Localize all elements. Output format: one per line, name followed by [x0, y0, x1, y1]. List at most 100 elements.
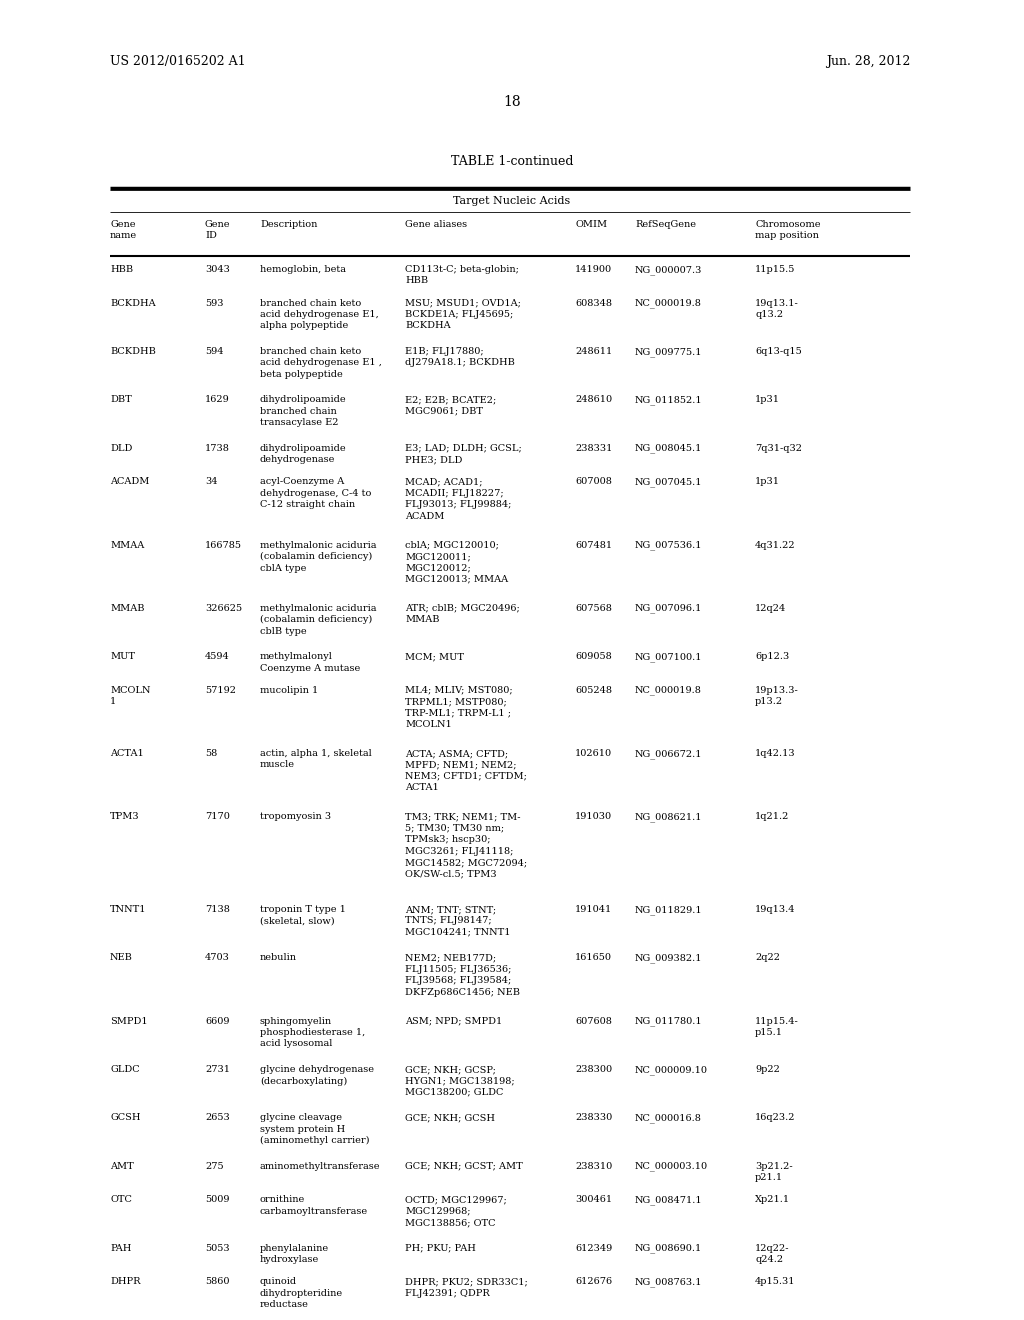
Text: ACTA; ASMA; CFTD;
MPFD; NEM1; NEM2;
NEM3; CFTD1; CFTDM;
ACTA1: ACTA; ASMA; CFTD; MPFD; NEM1; NEM2; NEM3… [406, 748, 527, 792]
Text: 16q23.2: 16q23.2 [755, 1113, 796, 1122]
Text: DLD: DLD [110, 444, 132, 453]
Text: Xp21.1: Xp21.1 [755, 1196, 791, 1204]
Text: 166785: 166785 [205, 541, 242, 549]
Text: PH; PKU; PAH: PH; PKU; PAH [406, 1243, 476, 1253]
Text: NG_007045.1: NG_007045.1 [635, 478, 702, 487]
Text: 4q31.22: 4q31.22 [755, 541, 796, 549]
Text: 6p12.3: 6p12.3 [755, 652, 790, 661]
Text: 607568: 607568 [575, 603, 612, 612]
Text: 607608: 607608 [575, 1016, 612, 1026]
Text: 5009: 5009 [205, 1196, 229, 1204]
Text: BCKDHB: BCKDHB [110, 347, 156, 356]
Text: NEM2; NEB177D;
FLJ11505; FLJ36536;
FLJ39568; FLJ39584;
DKFZp686C1456; NEB: NEM2; NEB177D; FLJ11505; FLJ36536; FLJ39… [406, 953, 520, 997]
Text: NEB: NEB [110, 953, 133, 962]
Text: 607008: 607008 [575, 478, 612, 486]
Text: 7170: 7170 [205, 812, 229, 821]
Text: E3; LAD; DLDH; GCSL;
PHE3; DLD: E3; LAD; DLDH; GCSL; PHE3; DLD [406, 444, 522, 465]
Text: branched chain keto
acid dehydrogenase E1 ,
beta polypeptide: branched chain keto acid dehydrogenase E… [260, 347, 382, 379]
Text: ML4; MLIV; MST080;
TRPML1; MSTP080;
TRP-ML1; TRPM-L1 ;
MCOLN1: ML4; MLIV; MST080; TRPML1; MSTP080; TRP-… [406, 686, 513, 729]
Text: ACADM: ACADM [110, 478, 150, 486]
Text: Target Nucleic Acids: Target Nucleic Acids [454, 195, 570, 206]
Text: 594: 594 [205, 347, 223, 356]
Text: NG_009382.1: NG_009382.1 [635, 953, 702, 964]
Text: NG_008763.1: NG_008763.1 [635, 1278, 702, 1287]
Text: 1629: 1629 [205, 396, 229, 404]
Text: 12q22-
q24.2: 12q22- q24.2 [755, 1243, 790, 1265]
Text: Gene
ID: Gene ID [205, 220, 230, 240]
Text: NC_000003.10: NC_000003.10 [635, 1162, 709, 1171]
Text: 593: 593 [205, 298, 223, 308]
Text: GCSH: GCSH [110, 1113, 140, 1122]
Text: DHPR: DHPR [110, 1278, 140, 1287]
Text: 57192: 57192 [205, 686, 236, 694]
Text: 191030: 191030 [575, 812, 612, 821]
Text: TABLE 1-continued: TABLE 1-continued [451, 154, 573, 168]
Text: NC_000016.8: NC_000016.8 [635, 1113, 701, 1123]
Text: 58: 58 [205, 748, 217, 758]
Text: troponin T type 1
(skeletal, slow): troponin T type 1 (skeletal, slow) [260, 906, 346, 925]
Text: DBT: DBT [110, 396, 132, 404]
Text: 238300: 238300 [575, 1065, 612, 1074]
Text: OCTD; MGC129967;
MGC129968;
MGC138856; OTC: OCTD; MGC129967; MGC129968; MGC138856; O… [406, 1196, 507, 1228]
Text: 3043: 3043 [205, 265, 229, 275]
Text: Gene aliases: Gene aliases [406, 220, 467, 228]
Text: cblA; MGC120010;
MGC120011;
MGC120012;
MGC120013; MMAA: cblA; MGC120010; MGC120011; MGC120012; M… [406, 541, 508, 583]
Text: GCE; NKH; GCSH: GCE; NKH; GCSH [406, 1113, 495, 1122]
Text: 4703: 4703 [205, 953, 229, 962]
Text: RefSeqGene: RefSeqGene [635, 220, 696, 228]
Text: DHPR; PKU2; SDR33C1;
FLJ42391; QDPR: DHPR; PKU2; SDR33C1; FLJ42391; QDPR [406, 1278, 527, 1298]
Text: aminomethyltransferase: aminomethyltransferase [260, 1162, 381, 1171]
Text: Gene
name: Gene name [110, 220, 137, 240]
Text: hemoglobin, beta: hemoglobin, beta [260, 265, 346, 275]
Text: TM3; TRK; NEM1; TM-
5; TM30; TM30 nm;
TPMsk3; hscp30;
MGC3261; FLJ41118;
MGC1458: TM3; TRK; NEM1; TM- 5; TM30; TM30 nm; TP… [406, 812, 527, 878]
Text: PAH: PAH [110, 1243, 131, 1253]
Text: glycine dehydrogenase
(decarboxylating): glycine dehydrogenase (decarboxylating) [260, 1065, 374, 1085]
Text: 300461: 300461 [575, 1196, 612, 1204]
Text: dihydrolipoamide
dehydrogenase: dihydrolipoamide dehydrogenase [260, 444, 347, 465]
Text: US 2012/0165202 A1: US 2012/0165202 A1 [110, 55, 246, 69]
Text: ATR; cblB; MGC20496;
MMAB: ATR; cblB; MGC20496; MMAB [406, 603, 520, 624]
Text: 3p21.2-
p21.1: 3p21.2- p21.1 [755, 1162, 793, 1183]
Text: methylmalonyl
Coenzyme A mutase: methylmalonyl Coenzyme A mutase [260, 652, 360, 673]
Text: 5053: 5053 [205, 1243, 229, 1253]
Text: 1q42.13: 1q42.13 [755, 748, 796, 758]
Text: NG_000007.3: NG_000007.3 [635, 265, 702, 275]
Text: ASM; NPD; SMPD1: ASM; NPD; SMPD1 [406, 1016, 502, 1026]
Text: sphingomyelin
phosphodiesterase 1,
acid lysosomal: sphingomyelin phosphodiesterase 1, acid … [260, 1016, 366, 1048]
Text: NG_007536.1: NG_007536.1 [635, 541, 702, 550]
Text: dihydrolipoamide
branched chain
transacylase E2: dihydrolipoamide branched chain transacy… [260, 396, 347, 428]
Text: 608348: 608348 [575, 298, 612, 308]
Text: 19q13.4: 19q13.4 [755, 906, 796, 913]
Text: NG_007100.1: NG_007100.1 [635, 652, 702, 661]
Text: 605248: 605248 [575, 686, 612, 694]
Text: TNNT1: TNNT1 [110, 906, 146, 913]
Text: 6q13-q15: 6q13-q15 [755, 347, 802, 356]
Text: MMAB: MMAB [110, 603, 144, 612]
Text: 2731: 2731 [205, 1065, 230, 1074]
Text: 9p22: 9p22 [755, 1065, 780, 1074]
Text: 1738: 1738 [205, 444, 229, 453]
Text: MCAD; ACAD1;
MCADII; FLJ18227;
FLJ93013; FLJ99884;
ACADM: MCAD; ACAD1; MCADII; FLJ18227; FLJ93013;… [406, 478, 511, 521]
Text: ornithine
carbamoyltransferase: ornithine carbamoyltransferase [260, 1196, 368, 1216]
Text: MCOLN
1: MCOLN 1 [110, 686, 151, 706]
Text: NG_011852.1: NG_011852.1 [635, 396, 702, 405]
Text: 5860: 5860 [205, 1278, 229, 1287]
Text: 1q21.2: 1q21.2 [755, 812, 790, 821]
Text: 248610: 248610 [575, 396, 612, 404]
Text: 6609: 6609 [205, 1016, 229, 1026]
Text: BCKDHA: BCKDHA [110, 298, 156, 308]
Text: 19p13.3-
p13.2: 19p13.3- p13.2 [755, 686, 799, 706]
Text: 612349: 612349 [575, 1243, 612, 1253]
Text: methylmalonic aciduria
(cobalamin deficiency)
cblB type: methylmalonic aciduria (cobalamin defici… [260, 603, 377, 636]
Text: 12q24: 12q24 [755, 603, 786, 612]
Text: GCE; NKH; GCSP;
HYGN1; MGC138198;
MGC138200; GLDC: GCE; NKH; GCSP; HYGN1; MGC138198; MGC138… [406, 1065, 515, 1097]
Text: 238310: 238310 [575, 1162, 612, 1171]
Text: NG_007096.1: NG_007096.1 [635, 603, 702, 614]
Text: 4594: 4594 [205, 652, 229, 661]
Text: NC_000019.8: NC_000019.8 [635, 298, 701, 309]
Text: ANM; TNT; STNT;
TNTS; FLJ98147;
MGC104241; TNNT1: ANM; TNT; STNT; TNTS; FLJ98147; MGC10424… [406, 906, 511, 937]
Text: branched chain keto
acid dehydrogenase E1,
alpha polypeptide: branched chain keto acid dehydrogenase E… [260, 298, 379, 330]
Text: NG_011780.1: NG_011780.1 [635, 1016, 702, 1026]
Text: 326625: 326625 [205, 603, 242, 612]
Text: 607481: 607481 [575, 541, 612, 549]
